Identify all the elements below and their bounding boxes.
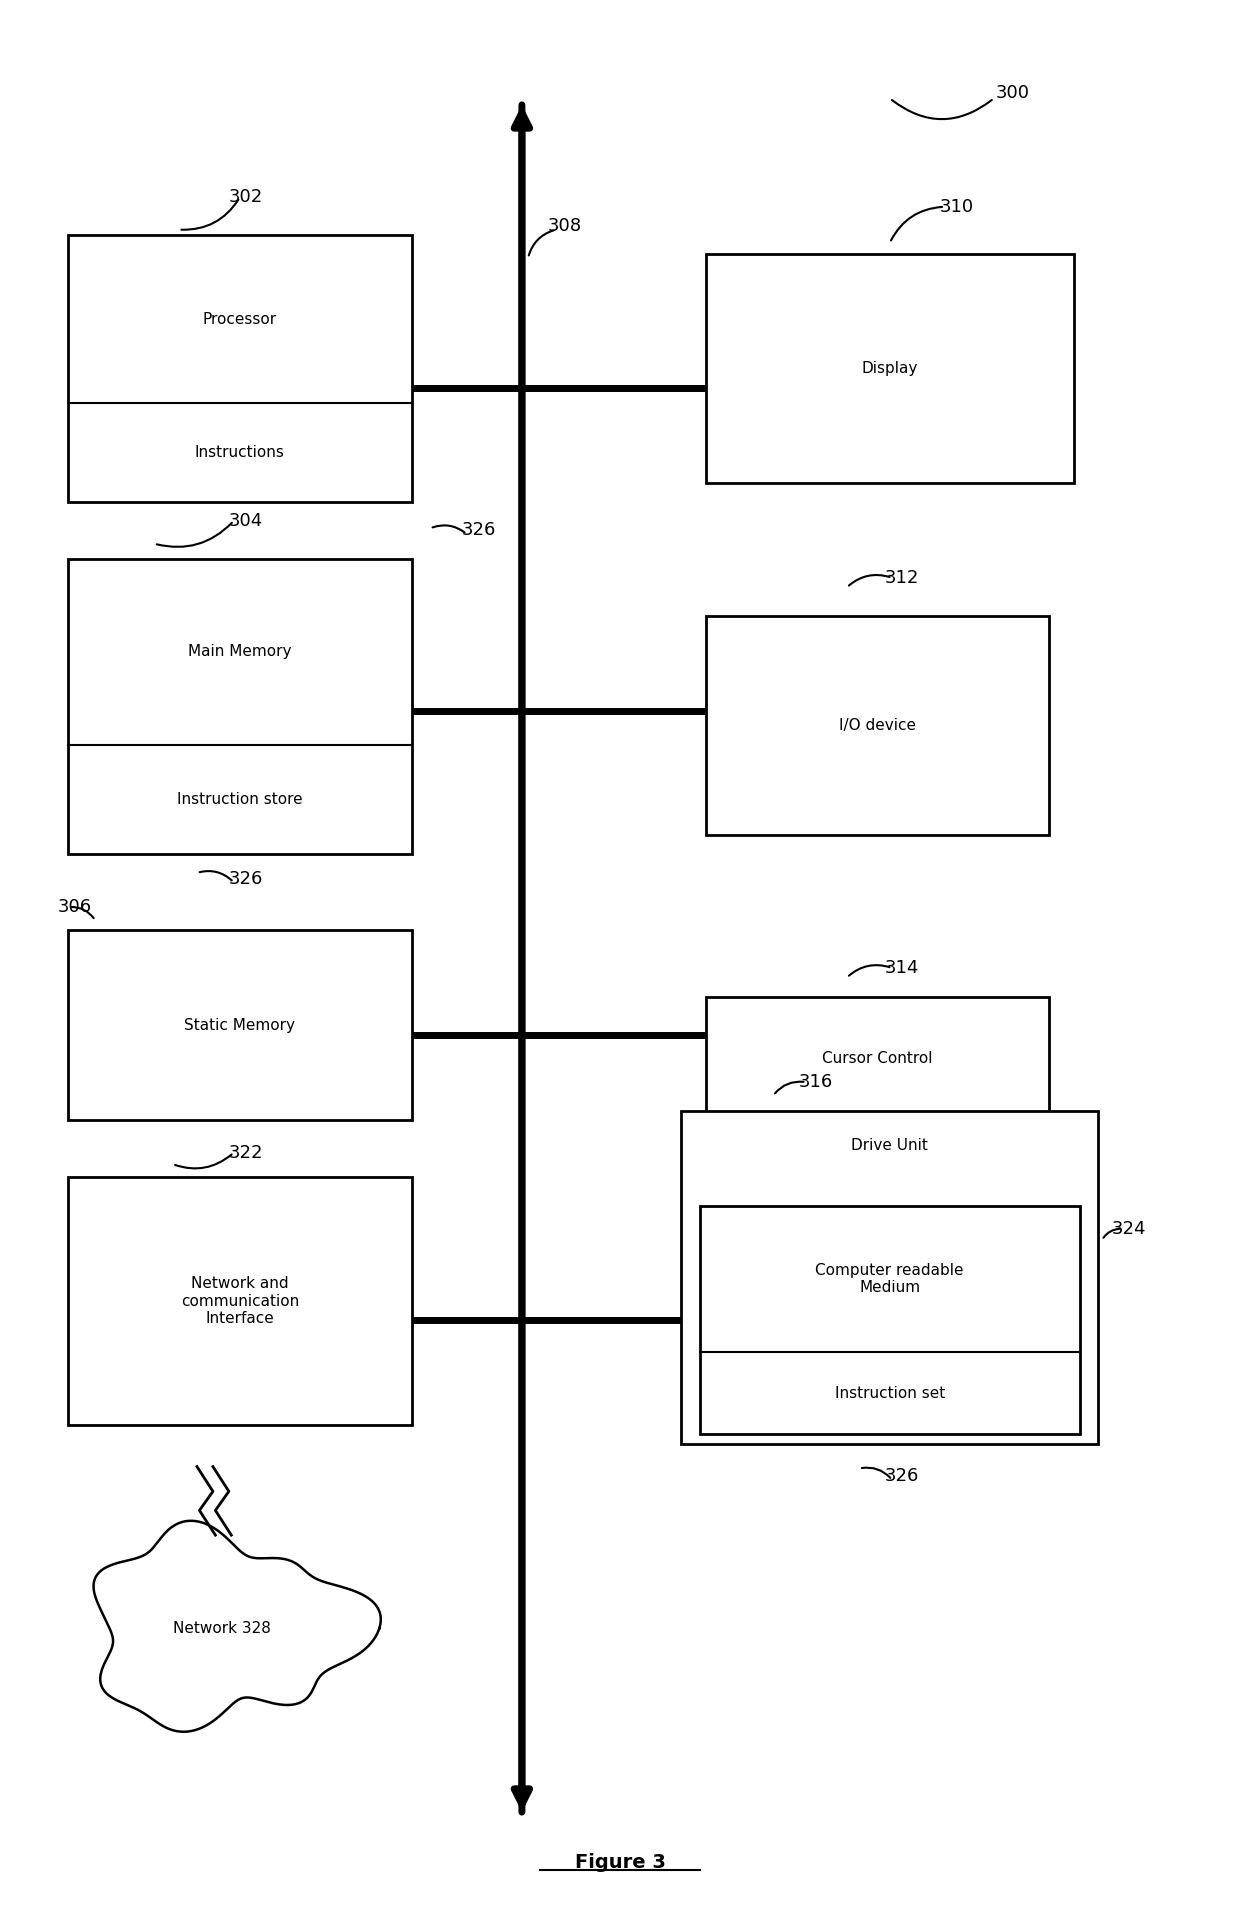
Text: 316: 316	[799, 1074, 833, 1091]
Text: Computer readable
Medium: Computer readable Medium	[816, 1263, 963, 1296]
Text: Display: Display	[862, 360, 918, 376]
Text: Cursor Control: Cursor Control	[822, 1051, 932, 1066]
Text: Drive Unit: Drive Unit	[852, 1137, 929, 1152]
Text: Network 328: Network 328	[172, 1622, 270, 1635]
Polygon shape	[93, 1520, 381, 1731]
Text: 302: 302	[229, 188, 263, 207]
Bar	[706, 255, 1074, 483]
Bar	[681, 1110, 1099, 1444]
Text: I/O device: I/O device	[839, 717, 916, 732]
Text: 312: 312	[885, 569, 919, 587]
Text: 322: 322	[229, 1144, 263, 1162]
Text: Network and
communication
Interface: Network and communication Interface	[181, 1277, 299, 1327]
Text: Instruction store: Instruction store	[177, 792, 303, 807]
Text: 304: 304	[229, 512, 263, 529]
Text: 324: 324	[1111, 1219, 1146, 1238]
Bar	[68, 1177, 412, 1424]
Bar	[706, 997, 1049, 1120]
Bar	[68, 236, 412, 502]
Text: 326: 326	[885, 1467, 919, 1486]
Text: Instruction set: Instruction set	[835, 1386, 945, 1401]
Bar	[68, 930, 412, 1120]
Text: 326: 326	[461, 521, 496, 539]
Text: 300: 300	[996, 84, 1029, 102]
Text: Main Memory: Main Memory	[188, 644, 291, 659]
Text: 310: 310	[940, 197, 975, 217]
Text: Static Memory: Static Memory	[185, 1018, 295, 1033]
Bar	[68, 560, 412, 853]
Text: Instructions: Instructions	[195, 445, 285, 460]
Text: Processor: Processor	[203, 312, 277, 326]
Bar	[706, 615, 1049, 834]
Text: 326: 326	[229, 870, 263, 888]
Text: 314: 314	[885, 958, 919, 978]
Text: 306: 306	[57, 899, 92, 916]
Text: 308: 308	[548, 217, 582, 234]
Text: Figure 3: Figure 3	[574, 1854, 666, 1873]
Bar	[699, 1206, 1080, 1434]
